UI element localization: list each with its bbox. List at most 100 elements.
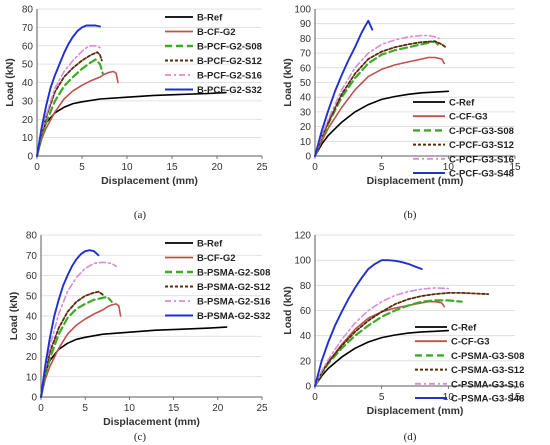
x-tick-label: 10 bbox=[124, 403, 136, 414]
x-tick-label: 25 bbox=[256, 403, 268, 414]
y-tick-label: 30 bbox=[26, 332, 38, 343]
legend-label: B-PCF-G2-S32 bbox=[197, 85, 262, 96]
y-tick-label: 0 bbox=[27, 152, 33, 163]
legend-label: C-PSMA-G3-S16 bbox=[451, 379, 524, 390]
legend: C-Ref C-CF-G3 C-PSMA-G3-S08 C-PSMA-G3-S12 C-… bbox=[415, 323, 524, 405]
legend-label: B-PSMA-G2-S32 bbox=[197, 311, 270, 322]
y-tick-label: 40 bbox=[26, 312, 38, 323]
x-tick-label: 0 bbox=[38, 403, 44, 414]
series-line-c-psma-g3-s16 bbox=[314, 287, 450, 387]
x-tick-label: 0 bbox=[312, 162, 318, 173]
y-tick-label: 80 bbox=[26, 231, 38, 242]
x-tick-label: 5 bbox=[79, 162, 85, 173]
y-tick-label: 80 bbox=[300, 34, 312, 45]
x-tick-label: 5 bbox=[82, 403, 88, 414]
series-line-b-pcf-g2-s08 bbox=[35, 58, 104, 158]
panel-caption: (c) bbox=[134, 431, 147, 443]
legend-label: B-CF-G2 bbox=[197, 27, 236, 38]
legend-label: C-PCF-G3-S08 bbox=[449, 126, 514, 137]
y-tick-label: 60 bbox=[26, 271, 38, 282]
legend-label: B-PSMA-G2-S16 bbox=[197, 297, 270, 308]
panel-caption: (b) bbox=[404, 209, 417, 221]
x-axis-label: Displacement (mm) bbox=[367, 175, 464, 187]
series-line-b-ref bbox=[40, 326, 228, 398]
series-line-c-psma-g3-s12 bbox=[314, 291, 490, 387]
x-tick-label: 25 bbox=[256, 162, 268, 173]
series-line-c-psma-g3-s08 bbox=[313, 299, 463, 388]
series-line-b-pcf-g2-s32 bbox=[36, 24, 101, 157]
y-tick-label: 100 bbox=[294, 5, 311, 16]
y-tick-label: 80 bbox=[22, 5, 34, 16]
x-tick-label: 0 bbox=[312, 392, 318, 403]
legend-label: C-PSMA-G3-S08 bbox=[451, 351, 524, 362]
legend-label: C-Ref bbox=[449, 98, 475, 109]
legend-label: C-PCF-G3-S16 bbox=[449, 154, 514, 165]
series-line-c-pcf-g3-s48 bbox=[314, 19, 374, 157]
x-tick-label: 0 bbox=[34, 162, 40, 173]
y-tick-label: 70 bbox=[300, 49, 312, 60]
y-tick-label: 50 bbox=[26, 291, 38, 302]
chart-panel-b: 0 10 20 30 40 50 60 70 80 90 100 0 5 10 15 Displacement… bbox=[282, 5, 521, 222]
series-line-b-cf-g2 bbox=[40, 303, 122, 398]
y-tick-label: 70 bbox=[22, 23, 34, 34]
x-tick-label: 15 bbox=[166, 162, 178, 173]
y-tick-label: 0 bbox=[31, 393, 37, 404]
y-tick-label: 60 bbox=[300, 63, 312, 74]
y-tick-label: 60 bbox=[300, 306, 312, 317]
y-tick-label: 40 bbox=[300, 331, 312, 342]
series-line-b-cf-g2 bbox=[36, 70, 119, 157]
y-axis-label: Load (kN) bbox=[8, 292, 20, 340]
y-tick-label: 20 bbox=[300, 356, 312, 367]
series-line-b-psma-g2-s08 bbox=[39, 295, 113, 399]
y-tick-label: 70 bbox=[26, 251, 38, 262]
y-tick-label: 60 bbox=[22, 41, 34, 52]
y-axis-label: Load (kN) bbox=[4, 58, 16, 106]
legend-label: B-Ref bbox=[197, 13, 223, 24]
series-line-b-psma-g2-s16 bbox=[40, 261, 117, 398]
y-tick-label: 50 bbox=[300, 78, 312, 89]
legend-label: B-PCF-G2-S16 bbox=[197, 71, 262, 82]
legend: B-Ref B-CF-G2 B-PSMA-G2-S08 B-PSMA-G2-S12 B-… bbox=[165, 239, 270, 322]
series-line-b-psma-g2-s12 bbox=[40, 290, 104, 398]
legend-label: C-PCF-G3-S12 bbox=[449, 140, 514, 151]
x-axis-label: Displacement (mm) bbox=[367, 405, 464, 417]
y-axis-label: Load (kN) bbox=[282, 58, 294, 106]
x-tick-label: 20 bbox=[211, 162, 223, 173]
y-tick-label: 0 bbox=[305, 152, 311, 163]
legend-label: B-Ref bbox=[197, 239, 223, 250]
y-tick-label: 10 bbox=[22, 133, 34, 144]
series-line-b-pcf-g2-s12 bbox=[36, 51, 103, 157]
panel-caption: (d) bbox=[404, 431, 417, 443]
x-tick-label: 20 bbox=[212, 403, 224, 414]
x-axis-label: Displacement (mm) bbox=[101, 175, 198, 187]
y-tick-label: 80 bbox=[300, 281, 312, 292]
legend-label: B-CF-G2 bbox=[197, 253, 236, 264]
chart-panel-c: 0 10 20 30 40 50 60 70 80 0 5 10 15 20 25 Displacement … bbox=[8, 231, 270, 444]
x-tick-label: 10 bbox=[443, 392, 455, 403]
y-tick-label: 20 bbox=[22, 115, 34, 126]
y-tick-label: 50 bbox=[22, 60, 34, 71]
x-tick-label: 10 bbox=[121, 162, 133, 173]
y-tick-label: 0 bbox=[305, 382, 311, 393]
x-tick-label: 5 bbox=[379, 162, 385, 173]
legend-label: C-PSMA-G3-S48 bbox=[451, 394, 524, 405]
y-axis-label: Load (kN) bbox=[282, 286, 294, 334]
legend: C-Ref C-CF-G3 C-PCF-G3-S08 C-PCF-G3-S12 C-PC… bbox=[413, 98, 514, 180]
series-line-b-ref bbox=[36, 91, 227, 157]
legend-label: B-PCF-G2-S08 bbox=[197, 42, 262, 53]
y-tick-label: 30 bbox=[300, 107, 312, 118]
y-tick-label: 10 bbox=[26, 372, 38, 383]
x-axis-label: Displacement (mm) bbox=[103, 416, 200, 428]
legend-label: C-PSMA-G3-S12 bbox=[451, 365, 524, 376]
series-line-c-ref bbox=[314, 329, 450, 387]
y-tick-label: 120 bbox=[294, 231, 311, 242]
series-line-b-psma-g2-s32 bbox=[40, 249, 100, 398]
x-tick-label: 15 bbox=[509, 162, 521, 173]
series-line-c-cf-g3 bbox=[314, 56, 446, 157]
x-tick-label: 15 bbox=[168, 403, 180, 414]
x-tick-label: 5 bbox=[379, 392, 385, 403]
y-tick-label: 30 bbox=[22, 96, 34, 107]
y-tick-label: 40 bbox=[300, 93, 312, 104]
series-line-c-psma-g3-s48 bbox=[314, 259, 423, 387]
